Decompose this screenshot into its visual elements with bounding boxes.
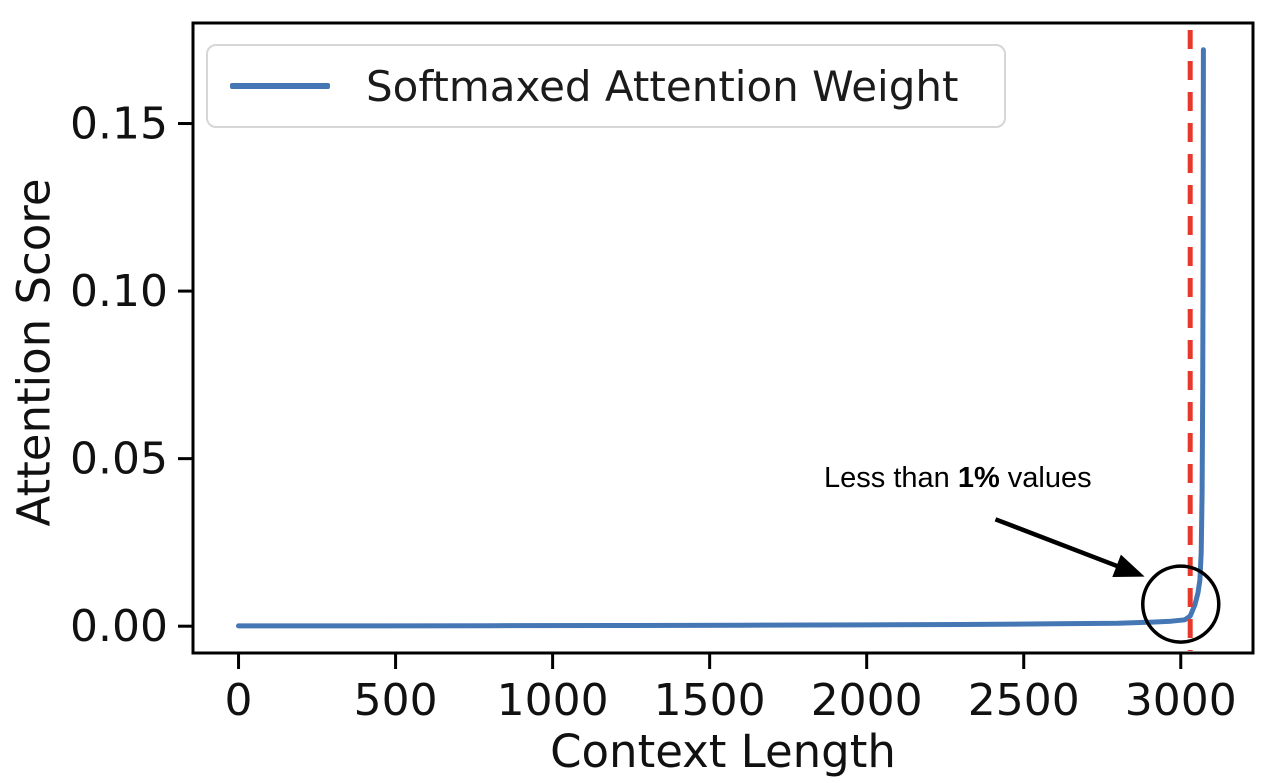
highlight-circle	[1141, 564, 1221, 644]
annotation-bold: 1%	[957, 462, 1000, 494]
x-tick-label: 1500	[654, 675, 766, 726]
annotation-arrow-shaft	[994, 517, 1120, 569]
legend: Softmaxed Attention Weight	[206, 44, 1006, 128]
series-line	[236, 47, 1206, 629]
y-axis-title: Attention Score	[7, 177, 61, 527]
x-tick-label: 3000	[1125, 675, 1237, 726]
plot-border	[191, 21, 1255, 655]
y-axis-title-wrap: Attention Score	[4, 142, 64, 562]
x-tick-label: 500	[354, 675, 438, 726]
annotation-suffix: values	[999, 462, 1092, 494]
y-tick-label: 0.05	[70, 434, 168, 485]
y-tick-label: 0.15	[70, 99, 168, 150]
y-tick-label: 0.10	[70, 266, 168, 317]
x-tick-label: 2500	[968, 675, 1080, 726]
x-axis-title: Context Length	[550, 725, 896, 778]
x-tick-label: 1000	[497, 675, 609, 726]
annotation-text: Less than 1% values	[824, 464, 1092, 493]
x-tick-label: 2000	[811, 675, 923, 726]
y-tick-label: 0.00	[70, 601, 168, 652]
legend-line-swatch	[230, 83, 330, 89]
annotation-arrow-head	[1112, 554, 1145, 577]
legend-label: Softmaxed Attention Weight	[366, 61, 959, 111]
annotation-prefix: Less than	[824, 462, 958, 494]
x-tick-label: 0	[225, 675, 253, 726]
